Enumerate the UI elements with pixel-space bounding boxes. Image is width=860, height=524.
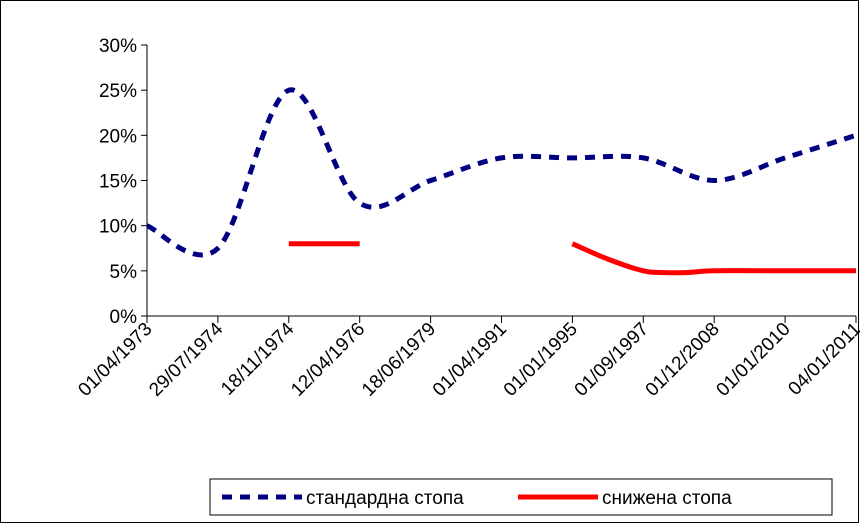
y-tick-label: 5% bbox=[110, 262, 138, 283]
legend-label: стандардна стопа bbox=[306, 488, 464, 509]
y-tick-label: 15% bbox=[99, 172, 137, 193]
y-tick-label: 10% bbox=[99, 217, 137, 238]
y-tick-label: 30% bbox=[99, 36, 137, 57]
legend-box bbox=[209, 478, 833, 516]
y-tick-label: 20% bbox=[99, 126, 137, 147]
series-layer bbox=[145, 87, 857, 276]
series-2 bbox=[288, 241, 857, 276]
series-line bbox=[145, 87, 857, 258]
y-tick-label: 0% bbox=[110, 307, 138, 328]
y-tick-label: 25% bbox=[99, 81, 137, 102]
series-line bbox=[571, 241, 856, 276]
series-1 bbox=[145, 87, 857, 258]
legend: стандардна стопа снижена стопа bbox=[209, 478, 833, 516]
legend-label: снижена стопа bbox=[602, 488, 732, 509]
